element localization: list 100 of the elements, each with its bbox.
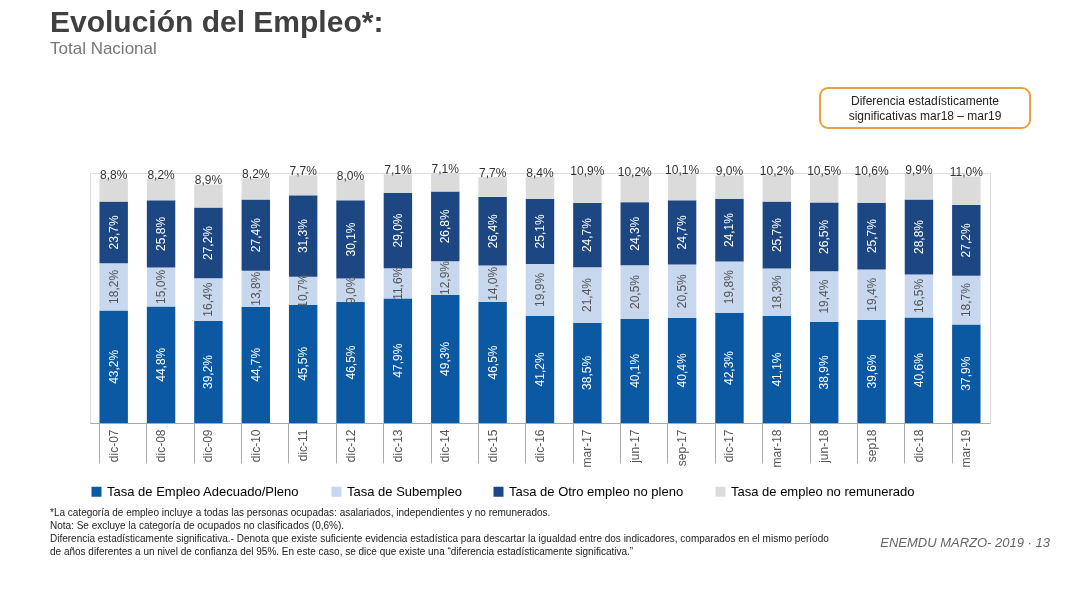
data-label: 14,0% xyxy=(485,266,500,301)
bar xyxy=(573,267,602,323)
bar xyxy=(952,205,981,276)
bar xyxy=(478,196,507,266)
bar xyxy=(194,321,223,423)
data-label: 41,1% xyxy=(769,352,784,387)
bar xyxy=(573,322,602,423)
text: ENEMDU MARZO- 2019 · 13 xyxy=(880,535,1051,550)
data-label: 38,9% xyxy=(817,355,832,390)
bar xyxy=(146,306,176,423)
data-label: 46,5% xyxy=(485,345,500,380)
data-label: 24,7% xyxy=(580,217,595,253)
data-label: 16,5% xyxy=(911,278,926,313)
bar xyxy=(715,312,744,423)
data-label: 39,2% xyxy=(201,354,216,390)
data-label: 24,1% xyxy=(722,212,737,248)
data-label: 44,7% xyxy=(248,347,263,382)
data-label: 37,9% xyxy=(959,356,974,391)
data-label: 26,5% xyxy=(817,219,832,254)
data-label: 7,1% xyxy=(384,163,412,178)
data-label: 40,6% xyxy=(911,352,926,388)
data-label: 8,8% xyxy=(100,167,128,182)
data-label: 8,0% xyxy=(336,168,365,183)
legend-label: Tasa de empleo no remunerado xyxy=(731,483,915,499)
data-label: 25,7% xyxy=(769,217,784,253)
data-label: 10,6% xyxy=(854,164,889,179)
bar xyxy=(952,324,981,423)
data-label: 12,9% xyxy=(438,260,453,295)
x-tick-label: dic-10 xyxy=(248,429,263,463)
data-label: 25,1% xyxy=(533,214,547,249)
data-label: 10,1% xyxy=(665,163,700,178)
x-tick-label: dic-18 xyxy=(911,429,926,463)
x-tick-label: dic-12 xyxy=(343,429,358,463)
legend-label: Tasa de Otro empleo no pleno xyxy=(509,483,684,499)
x-tick-label: sep18 xyxy=(864,429,879,463)
data-label: 11,0% xyxy=(949,165,984,180)
data-label: 45,5% xyxy=(296,346,311,381)
bar xyxy=(241,178,270,200)
x-tick-label: jun-17 xyxy=(627,429,642,464)
data-label: 30,1% xyxy=(343,222,358,257)
bar xyxy=(99,310,128,423)
data-label: 11,6% xyxy=(390,266,405,300)
data-label: 42,3% xyxy=(722,350,737,385)
bar xyxy=(904,317,934,423)
data-label: 10,9% xyxy=(570,163,605,178)
text: Nota: Se excluye la categoría de ocupados no clasificados (0,6%). xyxy=(50,520,345,531)
text: Diferencia estadísticamente significativas mar18 – mar19 xyxy=(848,94,1002,123)
bar xyxy=(478,302,507,423)
chart-title: Evolución del Empleo*: xyxy=(50,5,384,38)
data-label: 25,7% xyxy=(864,218,879,254)
x-tick-label: dic-11 xyxy=(296,429,311,462)
data-label: 9,0% xyxy=(343,276,358,305)
data-label: 20,5% xyxy=(675,273,690,309)
bar xyxy=(810,321,839,423)
data-label: 47,9% xyxy=(390,343,405,378)
data-label: 19,8% xyxy=(722,269,737,305)
bar xyxy=(573,202,602,268)
data-label: 38,5% xyxy=(580,355,595,390)
data-label: 20,5% xyxy=(627,274,642,310)
x-tick-label: dic-13 xyxy=(390,429,405,463)
data-label: 18,2% xyxy=(106,269,121,304)
data-label: 24,3% xyxy=(627,216,642,251)
data-label: 19,4% xyxy=(864,277,879,312)
bar xyxy=(194,207,223,279)
text: *La categoría de empleo incluye a todas las personas ocupadas: asalariados, independientes y no remunerados. xyxy=(50,507,551,518)
data-label: 39,6% xyxy=(864,354,879,389)
bar xyxy=(525,315,555,423)
data-label: 23,7% xyxy=(106,215,121,250)
bar xyxy=(194,184,223,208)
bar xyxy=(431,294,460,423)
data-label: 8,2% xyxy=(242,167,270,182)
x-tick-label: mar-17 xyxy=(580,429,595,468)
x-tick-label: jun-18 xyxy=(817,429,832,464)
data-label: 9,0% xyxy=(715,164,744,179)
data-label: 40,4% xyxy=(675,353,690,388)
data-label: 8,9% xyxy=(194,173,223,188)
data-label: 8,4% xyxy=(526,165,554,180)
bar xyxy=(336,200,365,279)
data-label: 40,1% xyxy=(627,353,642,388)
data-label: 7,7% xyxy=(289,164,318,179)
x-tick-label: dic-16 xyxy=(533,429,547,463)
x-tick-label: mar-19 xyxy=(959,429,974,468)
bar xyxy=(241,306,270,423)
bar xyxy=(857,202,886,270)
data-label: 15,0% xyxy=(154,269,169,304)
x-tick-label: dic-15 xyxy=(485,429,500,463)
data-label: 24,7% xyxy=(675,215,690,250)
x-tick-label: dic-17 xyxy=(722,429,737,463)
legend-label: Tasa de Subempleo xyxy=(347,483,462,499)
data-label: 16,4% xyxy=(201,282,216,317)
data-label: 7,1% xyxy=(431,162,460,176)
x-tick-label: dic-09 xyxy=(201,429,216,463)
data-label: 13,8% xyxy=(248,271,263,306)
data-label: 27,4% xyxy=(248,217,263,253)
data-label: 27,2% xyxy=(201,225,216,260)
bar xyxy=(383,298,413,423)
bar xyxy=(762,316,792,423)
data-label: 10,2% xyxy=(759,164,795,179)
data-label: 19,4% xyxy=(817,279,832,314)
x-tick-label: dic-08 xyxy=(154,429,169,463)
